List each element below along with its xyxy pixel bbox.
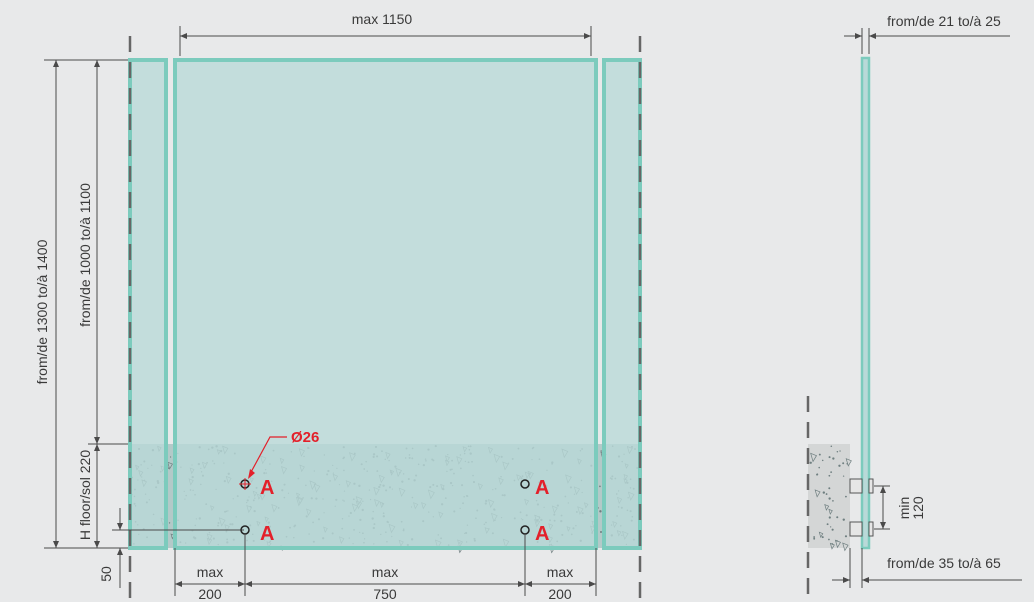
glass-panel-right	[602, 58, 642, 550]
bottom-dim-2-top: max	[372, 564, 398, 580]
glass-panel-left	[128, 58, 168, 550]
height-dimensions: from/de 1300 to/à 1400 from/de 1000 to/à…	[34, 59, 128, 549]
bottom-dim-1-value: 200	[198, 586, 222, 602]
hole-diameter-label: Ø26	[291, 429, 319, 446]
anchor-label-top-left: A	[260, 477, 274, 499]
hole-top-right	[520, 479, 530, 489]
side-glass	[860, 56, 871, 550]
bottom-offset-dimension: 50	[98, 508, 244, 588]
floor-height-label: H floor/sol 220	[77, 450, 93, 540]
clamp-spacing-value: 120	[910, 496, 926, 520]
width-label: max 1150	[352, 11, 413, 27]
side-concrete	[808, 444, 850, 548]
thickness-label: from/de 21 to/à 25	[887, 13, 1001, 29]
base-depth-dimension: from/de 35 to/à 65	[832, 548, 1022, 588]
clamp-spacing-min: min	[896, 497, 912, 520]
glass-panel-main	[173, 58, 598, 550]
bottom-dim-3-value: 200	[548, 586, 572, 602]
bottom-dimensions: max 200 max 750 max 200	[174, 534, 597, 602]
anchor-label-bottom-left: A	[260, 523, 274, 545]
side-clamps	[849, 478, 874, 537]
front-view: max 1150 from/de 1300 to/à 1400 from/de …	[34, 11, 642, 602]
glass-height-label: from/de 1000 to/à 1100	[77, 183, 93, 327]
hole-diameter-callout: Ø26	[248, 429, 319, 479]
width-dimension: max 1150	[179, 11, 592, 56]
bottom-dim-1-top: max	[197, 564, 223, 580]
base-depth-label: from/de 35 to/à 65	[887, 555, 1001, 571]
bottom-dim-3-top: max	[547, 564, 573, 580]
total-height-label: from/de 1300 to/à 1400	[34, 239, 50, 384]
side-concrete-texture	[809, 445, 852, 552]
thickness-dimension: from/de 21 to/à 25	[844, 13, 1010, 54]
anchor-label-bottom-right: A	[535, 523, 549, 545]
anchor-label-top-right: A	[535, 477, 549, 499]
offset-label: 50	[98, 566, 114, 582]
clamp-spacing-dimension: min 120	[874, 485, 926, 530]
bottom-dim-2-value: 750	[373, 586, 397, 602]
side-view: from/de 21 to/à 25 min 120 from/de 35 to…	[806, 13, 1022, 598]
